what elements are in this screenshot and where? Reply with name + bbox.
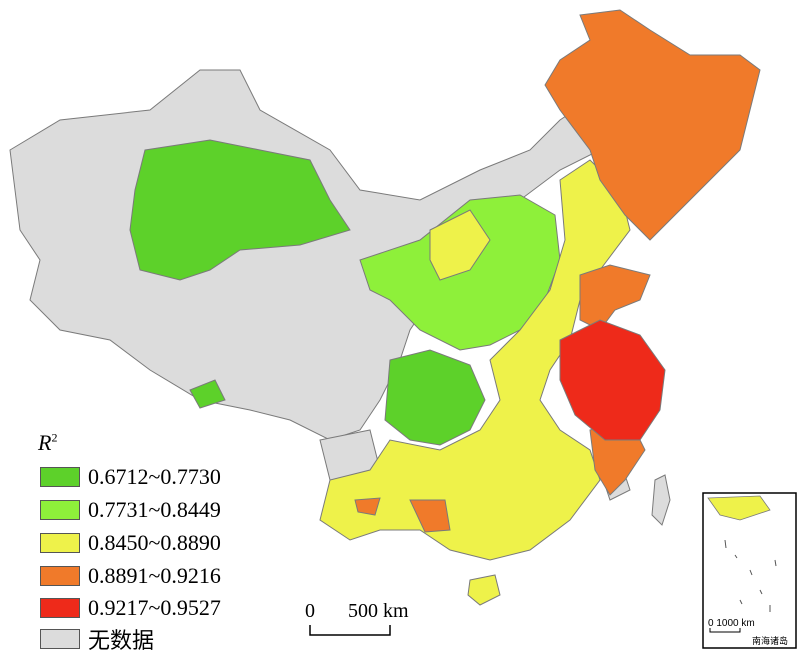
- legend-swatch-5: [40, 598, 80, 618]
- legend-swatch-2: [40, 500, 80, 520]
- no-data-taiwan: [651, 474, 671, 526]
- region-hainan: [467, 574, 501, 606]
- region-tibet-east-green: [189, 379, 226, 409]
- region-central-green: [384, 349, 486, 446]
- legend-label-3: 0.8450~0.8890: [88, 530, 221, 555]
- region-inner-mongolia-yellow: [429, 209, 491, 281]
- region-northeast-orange: [544, 9, 761, 241]
- legend-label-5: 0.9217~0.9527: [88, 595, 221, 620]
- inset-scale-label: 0 1000 km: [708, 618, 755, 629]
- south-china-sea-inset: [702, 492, 797, 649]
- legend-item-3: 0.8450~0.8890: [40, 530, 221, 555]
- region-xinjiang: [129, 139, 351, 281]
- legend-swatch-4: [40, 566, 80, 586]
- legend-label-2: 0.7731~0.8449: [88, 497, 221, 522]
- region-coastal-orange: [579, 264, 651, 331]
- scale-distance-label: 500 km: [348, 600, 409, 622]
- legend-swatch-1: [40, 467, 80, 487]
- legend-item-6: 无数据: [40, 627, 154, 654]
- legend-swatch-3: [40, 533, 80, 553]
- legend-item-4: 0.8891~0.9216: [40, 563, 221, 588]
- legend-item-1: 0.6712~0.7730: [40, 464, 221, 489]
- region-south-orange-2: [354, 497, 381, 516]
- legend-label-6: 无数据: [88, 629, 155, 654]
- inset-caption: 南海诸岛: [752, 637, 789, 647]
- inset-scale-bar: [709, 628, 741, 633]
- legend-swatch-6: [40, 629, 80, 649]
- legend-item-2: 0.7731~0.8449: [40, 497, 221, 522]
- scale-zero-label: 0: [305, 600, 315, 622]
- legend-label-1: 0.6712~0.7730: [88, 464, 221, 489]
- legend-item-5: 0.9217~0.9527: [40, 595, 221, 620]
- region-east-red: [559, 319, 666, 441]
- legend-label-4: 0.8891~0.9216: [88, 563, 221, 588]
- legend-title: R2: [38, 430, 58, 455]
- inset-land: [707, 495, 771, 521]
- scale-bar: [309, 625, 391, 636]
- inset-islands: [724, 539, 777, 612]
- region-southwest-orange: [409, 499, 451, 533]
